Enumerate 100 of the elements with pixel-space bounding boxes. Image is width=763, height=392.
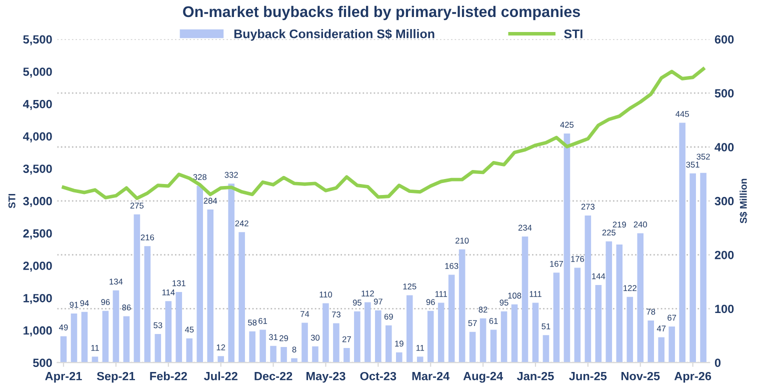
bar (102, 310, 109, 363)
data-label: 31 (268, 334, 278, 340)
data-label: 131 (172, 280, 186, 286)
data-label: 167 (550, 260, 563, 267)
y-tick-label: 3,500 (23, 164, 52, 175)
x-tick-label: Nov-25 (621, 372, 660, 380)
bar (606, 241, 612, 363)
data-label: 425 (560, 122, 574, 128)
bar (416, 356, 424, 363)
data-label: 176 (571, 256, 584, 262)
data-label: 95 (352, 300, 362, 306)
bar (626, 296, 634, 363)
data-label: 284 (204, 198, 218, 204)
data-label: 19 (395, 340, 404, 347)
bar (511, 304, 518, 363)
y-tick-label: 1,000 (24, 326, 52, 336)
bar (448, 274, 455, 363)
data-label: 108 (508, 292, 522, 299)
bar (564, 134, 570, 363)
data-label: 94 (80, 300, 89, 306)
data-label: 275 (130, 202, 144, 209)
bar (469, 332, 476, 363)
y2-tick-label: 0 (714, 358, 721, 367)
bar (542, 335, 550, 363)
x-tick-label: Apr-21 (45, 372, 82, 383)
data-label: 240 (634, 222, 647, 228)
x-tick-label: Jul-22 (204, 372, 238, 380)
data-label: 144 (592, 273, 606, 280)
bar (490, 330, 497, 363)
data-label: 91 (70, 302, 78, 308)
bar (364, 302, 371, 363)
data-label: 125 (403, 284, 416, 290)
y2-tick-label: 100 (715, 304, 734, 314)
x-tick-label: Oct-23 (360, 372, 396, 380)
bar (532, 302, 539, 363)
bar (427, 310, 434, 363)
y-tick-label: 500 (33, 358, 52, 367)
bar (176, 292, 182, 363)
bar (165, 301, 172, 363)
data-label: 11 (416, 345, 424, 351)
data-label: 134 (110, 278, 123, 285)
bar (186, 338, 193, 363)
bar (574, 268, 581, 363)
bar (238, 232, 245, 363)
y-tick-label: 1,500 (24, 294, 52, 304)
bar (480, 318, 486, 363)
data-label: 12 (216, 344, 226, 350)
data-label: 110 (320, 292, 332, 298)
bar (333, 323, 340, 363)
data-label: 445 (676, 111, 689, 117)
bar (112, 290, 120, 363)
data-label: 73 (332, 312, 340, 318)
data-label: 69 (384, 314, 393, 320)
bar (679, 122, 686, 363)
data-label: 57 (468, 320, 477, 326)
data-label: 225 (602, 230, 616, 236)
bar (60, 336, 67, 363)
data-label: 61 (258, 318, 268, 324)
bar (406, 295, 413, 363)
data-label: 78 (646, 308, 656, 315)
bar (154, 334, 162, 363)
bar (375, 310, 382, 363)
y-tick-label: 5,000 (23, 68, 52, 78)
y2-tick-label: 300 (714, 196, 734, 206)
bar (70, 314, 78, 363)
bar (438, 302, 444, 363)
bar (595, 284, 602, 363)
y2-tick-label: 200 (714, 250, 734, 260)
bar (123, 316, 130, 363)
bar (344, 348, 350, 363)
bar (584, 215, 592, 363)
bar (302, 322, 308, 363)
bar (690, 173, 696, 363)
x-tick-label: Jan-25 (516, 372, 554, 380)
data-label: 210 (456, 238, 469, 244)
y-tick-label: 5,500 (23, 35, 52, 46)
data-label: 8 (292, 346, 296, 352)
data-label: 351 (686, 162, 700, 168)
data-label: 273 (581, 204, 595, 210)
bar (522, 236, 528, 363)
data-label: 234 (518, 224, 532, 231)
data-label: 45 (184, 326, 194, 333)
data-label: 332 (224, 172, 238, 178)
y2-tick-label: 400 (714, 143, 734, 152)
data-label: 47 (656, 326, 666, 332)
data-label: 163 (445, 263, 458, 269)
legend-label: STI (564, 29, 582, 38)
y2-axis-title: S$ Million (740, 178, 748, 224)
y-tick-label: 2,000 (23, 262, 52, 272)
bar (396, 352, 402, 363)
bar (658, 337, 664, 363)
x-tick-label: Jun-25 (569, 372, 607, 380)
bar (668, 326, 675, 363)
data-label: 112 (362, 290, 374, 296)
x-tick-label: Apr-26 (674, 372, 712, 383)
data-label: 114 (162, 290, 175, 296)
x-tick-label: Dec-22 (254, 372, 292, 380)
data-label: 86 (122, 304, 131, 310)
bar (144, 246, 151, 363)
bar (553, 272, 560, 363)
